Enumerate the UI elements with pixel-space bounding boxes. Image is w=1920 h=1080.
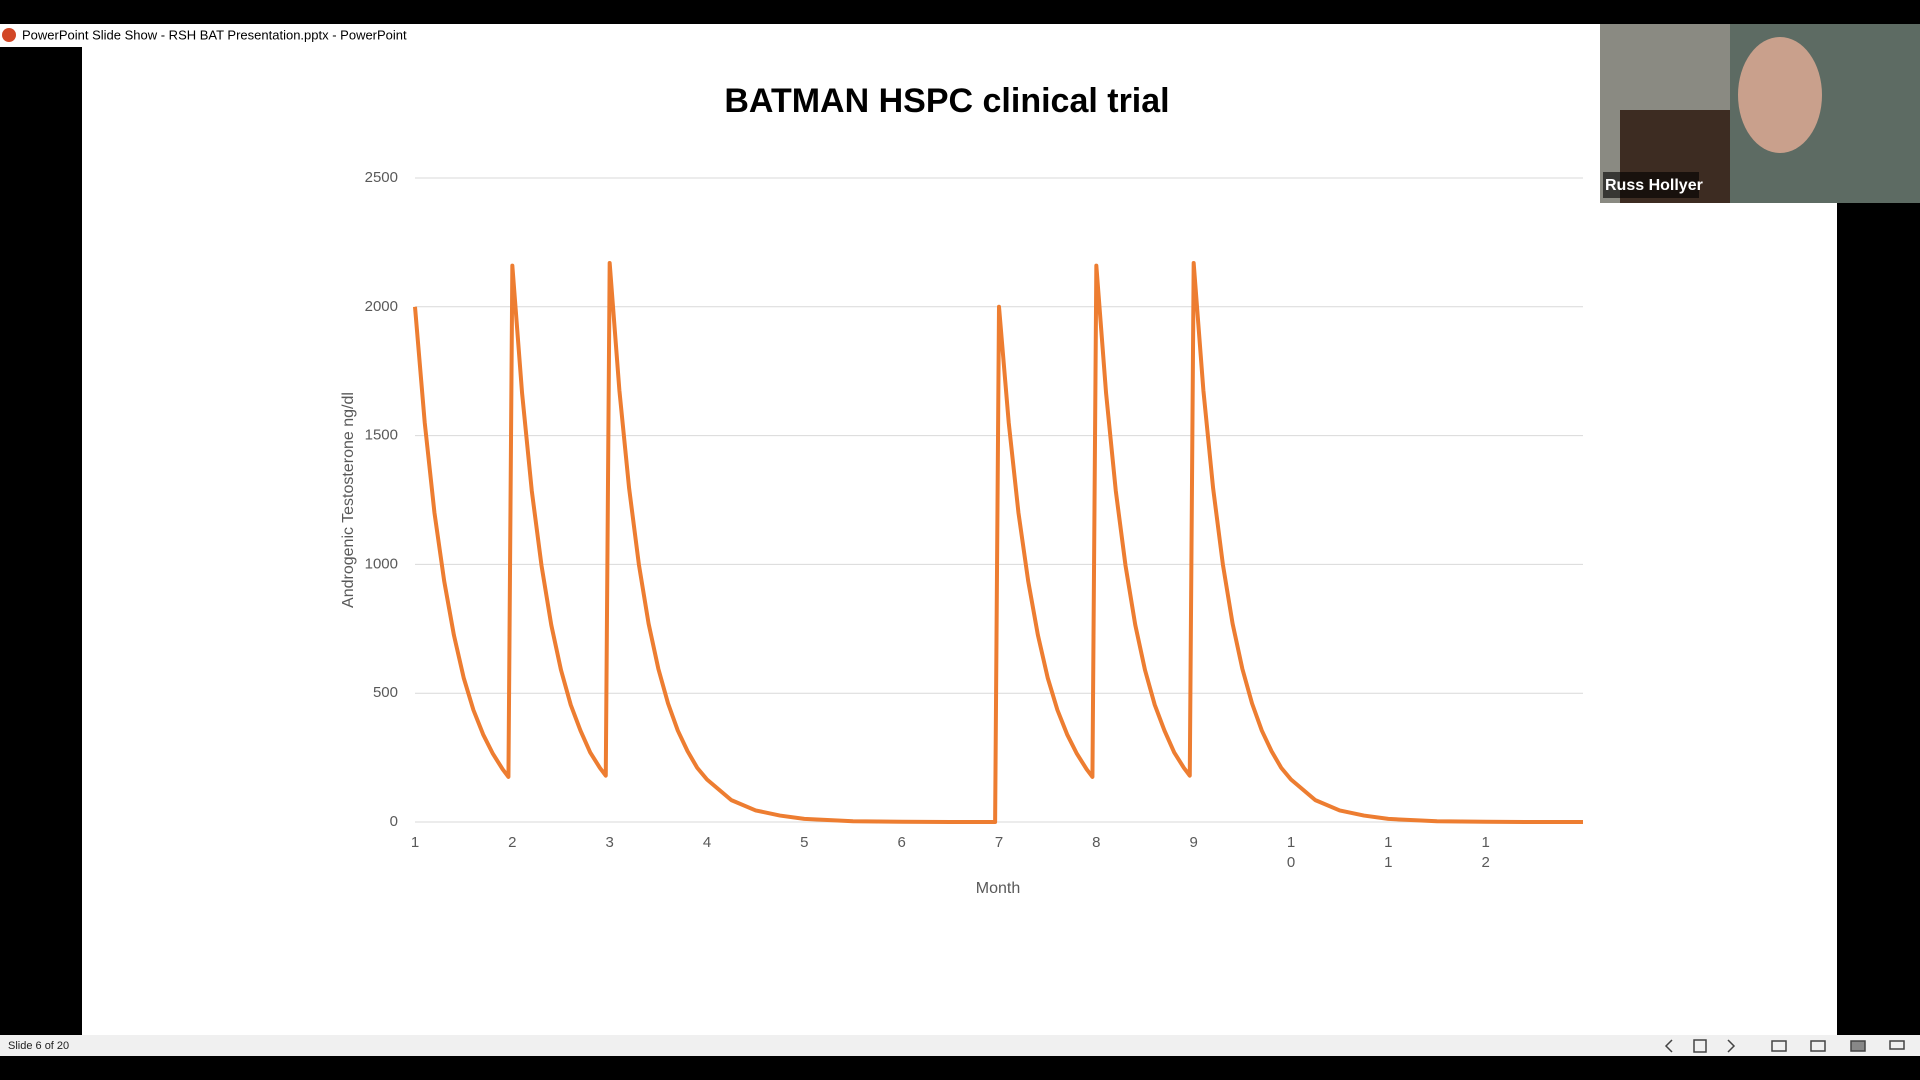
y-tick-label: 2000 — [365, 298, 398, 315]
x-tick-label: 4 — [703, 834, 711, 851]
x-axis-label: Month — [976, 880, 1020, 897]
y-tick-label: 0 — [390, 813, 398, 830]
sorter-view[interactable] — [1810, 1040, 1826, 1052]
video-name: Russ Hollyer — [1605, 177, 1703, 194]
window-title: PowerPoint Slide Show - RSH BAT Presenta… — [22, 27, 407, 42]
next-button[interactable] — [1727, 1039, 1736, 1053]
x-tick-label: 1 — [411, 834, 419, 851]
data-line — [413, 261, 1583, 824]
x-tick-label: 7 — [995, 834, 1003, 851]
chart-title: BATMAN HSPC clinical trial — [724, 82, 1169, 120]
y-tick-label: 2500 — [365, 169, 398, 186]
video-name-box — [1603, 172, 1699, 198]
x-tick-label: 2 — [508, 834, 516, 851]
video-person — [1738, 37, 1822, 153]
slideshow-view[interactable] — [1889, 1040, 1905, 1050]
slide — [82, 47, 1837, 1035]
y-axis-label: Androgenic Testosterone ng/dl — [340, 392, 357, 608]
title-bar — [0, 24, 1920, 47]
app-icon — [2, 28, 16, 42]
y-tick-label: 1500 — [365, 427, 398, 444]
x-tick-label: 3 — [605, 834, 613, 851]
x-tick-label: 6 — [897, 834, 905, 851]
x-tick-label: 9 — [1189, 834, 1197, 851]
normal-view[interactable] — [1771, 1040, 1787, 1052]
slide-counter: Slide 6 of 20 — [8, 1040, 69, 1052]
status-bar — [0, 1035, 1920, 1056]
slides-button[interactable] — [1693, 1039, 1707, 1053]
y-tick-label: 1000 — [365, 555, 398, 572]
video-tile: Russ Hollyer — [1600, 24, 1920, 203]
x-tick-label: 8 — [1092, 834, 1100, 851]
prev-button[interactable] — [1664, 1039, 1673, 1053]
reading-view[interactable] — [1850, 1040, 1866, 1052]
nav-controls — [1664, 1039, 1905, 1053]
x-tick-label: 5 — [800, 834, 808, 851]
y-tick-label: 500 — [373, 684, 398, 701]
